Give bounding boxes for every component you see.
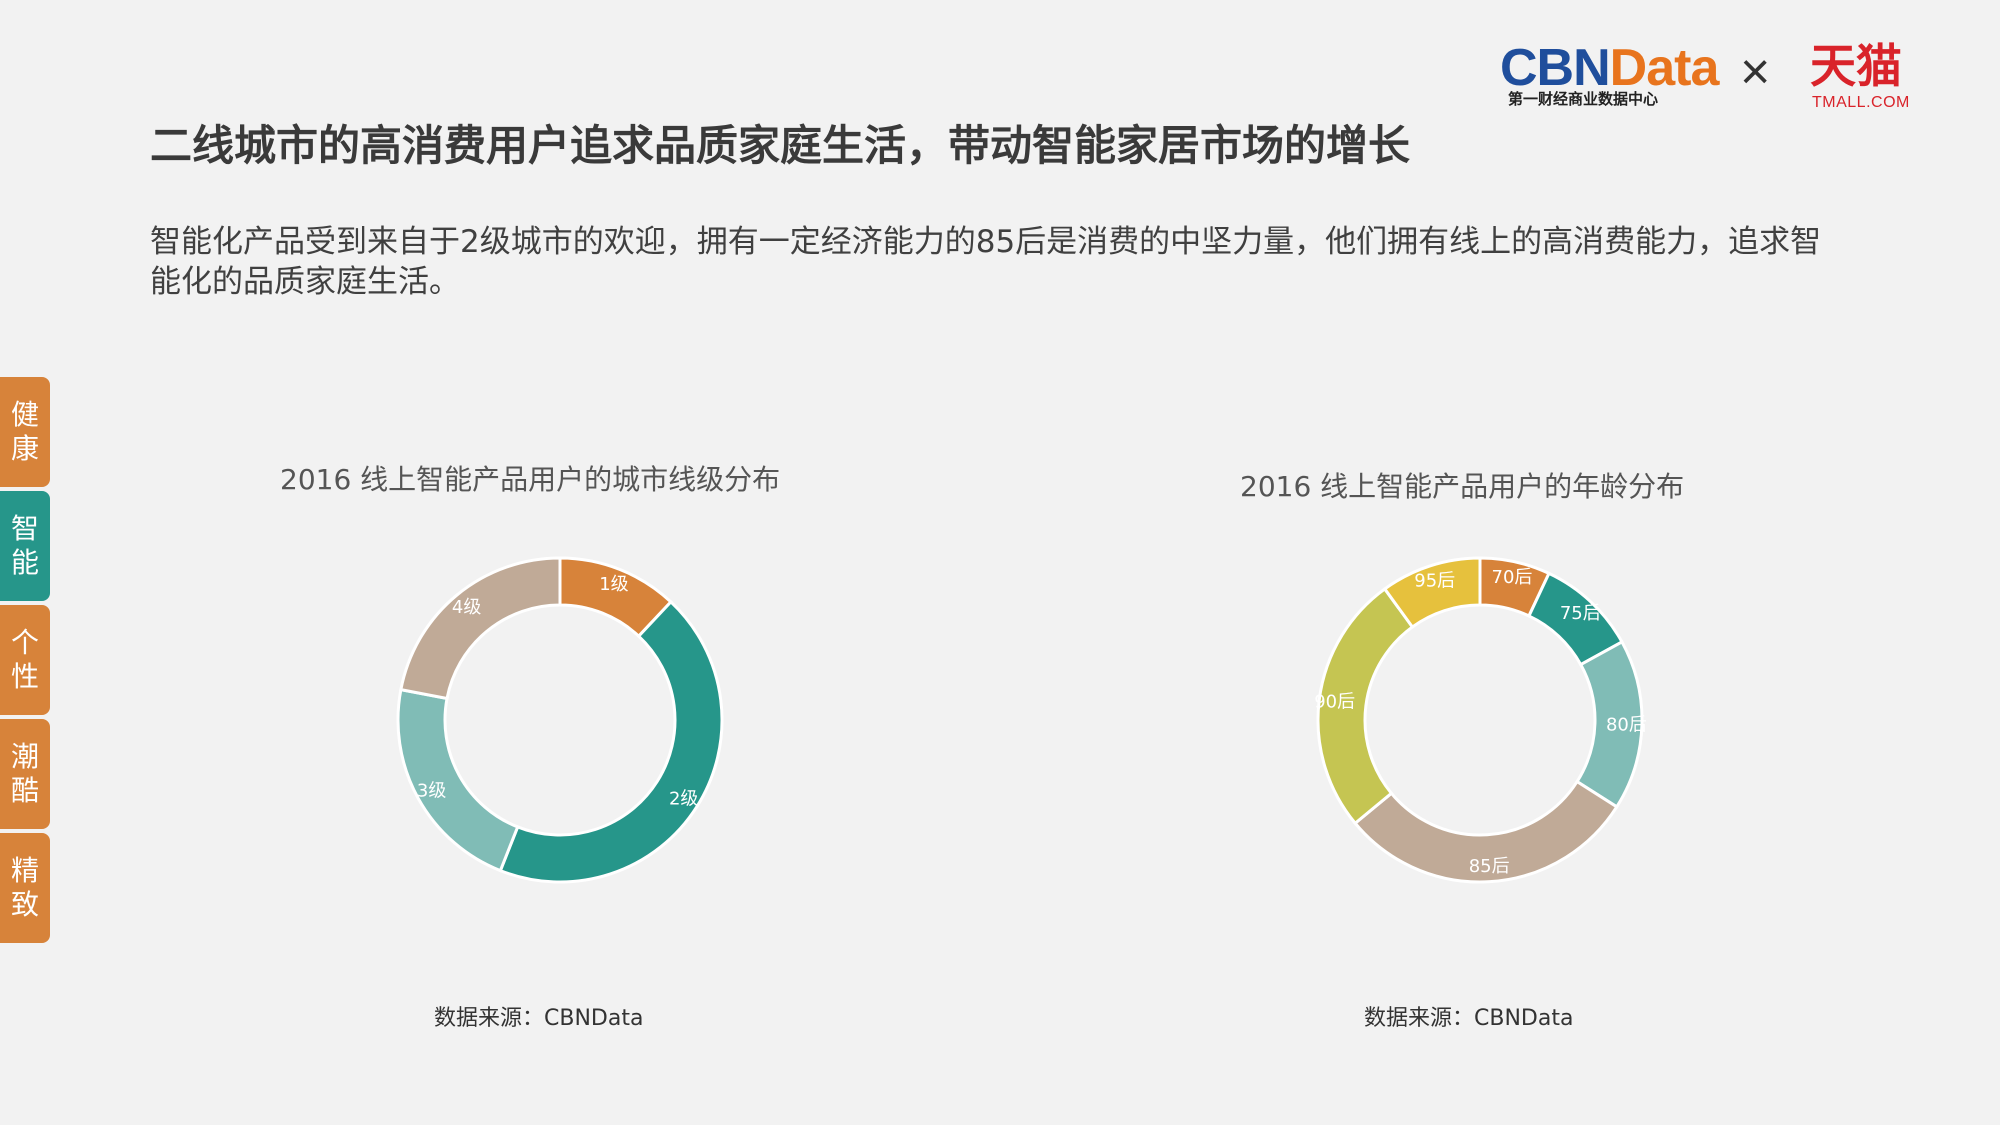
donut-1-label-0: 70后	[1492, 567, 1533, 588]
chart-age-title: 2016 线上智能产品用户的年龄分布	[1240, 470, 1685, 503]
donut-1-label-3: 85后	[1469, 856, 1510, 877]
chart-city-tier-source: 数据来源：CBNData	[434, 1006, 644, 1031]
side-tab-health[interactable]: 健康	[0, 377, 50, 487]
side-tab-refined[interactable]: 精致	[0, 833, 50, 943]
donut-0-label-2: 3级	[417, 781, 446, 802]
donut-0-slice-1	[498, 599, 724, 884]
cbn-logo-subtitle: 第一财经商业数据中心	[1508, 90, 1659, 108]
times-icon: ×	[1740, 43, 1771, 101]
chart-city-tier-title: 2016 线上智能产品用户的城市线级分布	[280, 463, 781, 496]
side-tab-trendy[interactable]: 潮酷	[0, 719, 50, 829]
page-description: 智能化产品受到来自于2级城市的欢迎，拥有一定经济能力的85后是消费的中坚力量，他…	[150, 224, 1822, 300]
donut-0-label-0: 1级	[599, 574, 628, 595]
chart-age-source: 数据来源：CBNData	[1364, 1006, 1574, 1031]
donut-0-label-1: 2级	[669, 788, 698, 809]
page-title: 二线城市的高消费用户追求品质家庭生活，带动智能家居市场的增长	[150, 121, 1411, 170]
tmall-logo-cn: 天猫	[1810, 39, 1902, 93]
side-tabs: 健康 智能 个性 潮酷 精致	[0, 377, 50, 947]
tmall-logo: 天猫 TMALL.COM	[1810, 38, 1910, 118]
donut-1-label-2: 80后	[1606, 715, 1647, 736]
donut-1-label-4: 90后	[1314, 692, 1355, 713]
cbndata-logo: CBNData 第一财经商业数据中心	[1500, 38, 1730, 118]
donut-0-slice-3	[399, 556, 562, 701]
cbn-logo-text-part2: Data	[1609, 39, 1720, 97]
donut-0-label-3: 4级	[452, 597, 481, 618]
side-tab-smart[interactable]: 智能	[0, 491, 50, 601]
header-logos: CBNData 第一财经商业数据中心 × 天猫 TMALL.COM	[1500, 38, 1910, 118]
side-tab-personality[interactable]: 个性	[0, 605, 50, 715]
donut-1-slice-5	[1382, 556, 1482, 630]
tmall-logo-en: TMALL.COM	[1812, 94, 1910, 111]
cbn-logo-text-part1: CBN	[1500, 39, 1611, 97]
donut-1-label-5: 95后	[1414, 571, 1455, 592]
chart-age-donut: 70后 75后 80后 85后 90后 95后	[1314, 556, 1647, 884]
donut-1-label-1: 75后	[1560, 603, 1601, 624]
chart-city-tier-donut: 1级 2级 3级 4级	[396, 556, 724, 884]
